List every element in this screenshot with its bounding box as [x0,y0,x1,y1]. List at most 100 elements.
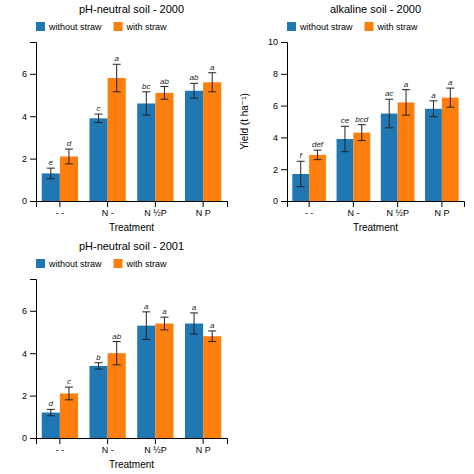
bar [185,91,203,201]
y-tick: 0 [22,433,36,443]
bar [137,103,155,201]
y-tick: 6 [22,306,36,316]
bar [185,324,203,438]
plot-marks [292,88,458,201]
error-bar [65,387,73,400]
bar [42,413,60,438]
y-tick-mark [30,74,36,75]
error-bar [190,83,198,98]
x-tick: N ½P [144,438,167,455]
x-tick-mark [155,201,156,207]
y-tick-label: 6 [22,306,27,316]
y-tick: 2 [22,154,36,164]
significance-label: bc [142,82,150,91]
significance-label: d [49,399,54,408]
error-bar [160,317,168,330]
x-axis-line [288,202,465,208]
significance-label: ab [190,73,199,82]
significance-label: a [114,54,119,63]
bar [89,118,107,201]
y-tick-mark [30,396,36,397]
legend-label: without straw [48,259,102,269]
y-tick: 6 [22,69,36,79]
chart-figure: - -N -N ½PN P0246ecbcabdaabapH-neutral s… [0,0,474,474]
legend-item: with straw [114,22,168,32]
x-axis: - -N -N ½PN P [37,438,228,455]
legend-item: without straw [287,22,353,32]
y-tick-label: 2 [22,154,27,164]
bar [155,93,173,201]
x-tick-label: - - [305,208,314,218]
x-axis-title: Treatment [109,459,154,470]
error-bar [142,312,150,340]
legend-label: without straw [299,22,353,32]
x-tick: N - [347,201,359,218]
y-axis-title: Yield (t ha⁻¹) [239,93,250,150]
x-tick: N ½P [386,201,409,218]
error-bar [429,101,437,117]
bar [353,133,370,201]
significance-label: a [192,303,197,312]
x-tick-label: N P [434,208,449,218]
y-tick: 10 [268,37,287,47]
bar-labels: dbaacabaa [49,302,215,409]
x-axis: - -N -N ½PN P [37,201,228,218]
legend: without strawwith straw [36,22,167,32]
y-tick-label: 2 [273,165,278,175]
y-tick-mark [281,137,287,138]
legend-swatch [287,22,296,31]
bar [309,155,326,201]
panel-title: pH-neutral soil - 2001 [79,240,184,252]
y-tick: 4 [22,112,36,122]
legend-swatch [365,22,374,31]
error-bar [113,342,121,365]
x-tick-mark [353,201,354,207]
x-tick-mark [59,438,60,444]
y-tick: 6 [273,101,287,111]
y-tick-label: 8 [273,69,278,79]
x-tick-mark [309,201,310,207]
significance-label: ce [341,116,350,125]
panel: - -N -N ½PN P0246ecbcabdaabapH-neutral s… [22,3,228,233]
x-tick: - - [305,201,314,218]
x-axis-title: Treatment [353,222,398,233]
x-tick-label: N - [102,208,114,218]
y-tick-mark [30,311,36,312]
x-tick: N - [102,438,114,455]
x-tick: N P [196,201,211,218]
y-tick-label: 6 [22,69,27,79]
y-tick-mark [281,106,287,107]
y-axis-line [30,43,37,202]
y-tick-mark [30,116,36,117]
x-axis-title: Treatment [109,222,154,233]
legend-item: without straw [36,259,102,269]
significance-label: a [210,321,215,330]
x-tick-label: N P [196,445,211,455]
error-bar [47,409,55,415]
bar [108,353,126,438]
x-tick-mark [59,201,60,207]
y-tick-label: 10 [268,37,278,47]
error-bar [341,126,349,151]
y-tick-label: 0 [22,433,27,443]
y-tick: 4 [273,133,287,143]
error-bar [314,150,322,160]
significance-label: e [49,158,54,167]
y-tick-label: 2 [22,391,27,401]
x-tick-label: N - [102,445,114,455]
panel-title: alkaline soil - 2000 [330,3,421,15]
y-tick: 2 [22,391,36,401]
plot-marks [42,64,222,201]
error-bar [297,161,305,186]
x-tick-mark [203,201,204,207]
error-bar [402,90,410,115]
x-tick-mark [155,438,156,444]
y-tick-label: 4 [22,349,27,359]
bar [398,102,415,201]
bar [137,326,155,438]
error-bar [95,114,103,122]
y-tick-label: 4 [273,133,278,143]
x-tick-label: N ½P [386,208,409,218]
bar-labels: ecbcabdaaba [49,54,215,167]
error-bar [208,73,216,92]
